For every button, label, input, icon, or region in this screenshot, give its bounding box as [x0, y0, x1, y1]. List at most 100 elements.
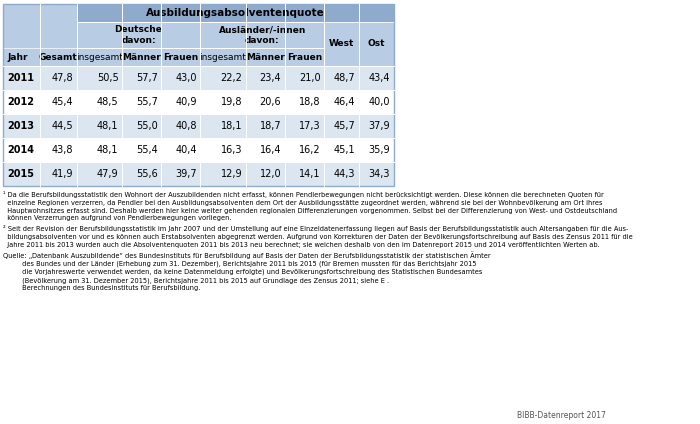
- Bar: [4, 90, 40, 114]
- Text: 40,8: 40,8: [175, 121, 197, 131]
- Bar: [40, 48, 76, 66]
- Text: 55,4: 55,4: [136, 145, 158, 155]
- Text: 48,1: 48,1: [97, 121, 118, 131]
- Bar: [4, 138, 40, 162]
- Text: Ausbildungsabsolventenquote: Ausbildungsabsolventenquote: [146, 8, 325, 18]
- Bar: [40, 4, 76, 66]
- Text: 34,3: 34,3: [369, 169, 390, 179]
- Bar: [76, 22, 200, 48]
- Text: 43,8: 43,8: [52, 145, 74, 155]
- Bar: [285, 90, 324, 114]
- Text: 45,4: 45,4: [52, 97, 74, 107]
- Text: 47,9: 47,9: [97, 169, 118, 179]
- Bar: [161, 138, 200, 162]
- Text: 2013: 2013: [7, 121, 34, 131]
- Bar: [76, 4, 393, 22]
- Bar: [200, 162, 246, 186]
- Text: insgesamt: insgesamt: [76, 53, 122, 61]
- Text: Gesamt: Gesamt: [39, 53, 78, 61]
- Bar: [285, 162, 324, 186]
- Bar: [4, 162, 40, 186]
- Text: 18,1: 18,1: [220, 121, 242, 131]
- Bar: [324, 138, 359, 162]
- Bar: [246, 162, 285, 186]
- Text: 37,9: 37,9: [369, 121, 390, 131]
- Bar: [40, 66, 76, 90]
- Text: Männer: Männer: [246, 53, 285, 61]
- Text: Männer: Männer: [122, 53, 161, 61]
- Bar: [4, 4, 40, 66]
- Bar: [324, 162, 359, 186]
- Text: 40,4: 40,4: [175, 145, 197, 155]
- Bar: [200, 22, 324, 48]
- Bar: [76, 66, 122, 90]
- Bar: [285, 114, 324, 138]
- Bar: [324, 66, 359, 90]
- Bar: [40, 138, 76, 162]
- Bar: [76, 48, 122, 66]
- Text: Jahr: Jahr: [7, 53, 27, 61]
- Bar: [122, 114, 161, 138]
- Text: Frauen: Frauen: [287, 53, 322, 61]
- Bar: [122, 66, 161, 90]
- Text: 55,6: 55,6: [136, 169, 158, 179]
- Text: 45,7: 45,7: [334, 121, 356, 131]
- Bar: [246, 90, 285, 114]
- Text: BIBB-Datenreport 2017: BIBB-Datenreport 2017: [517, 411, 606, 420]
- Text: Deutsche
davon:: Deutsche davon:: [115, 25, 162, 45]
- Text: 44,5: 44,5: [52, 121, 74, 131]
- Bar: [200, 90, 246, 114]
- Bar: [359, 90, 393, 114]
- Text: 12,0: 12,0: [260, 169, 281, 179]
- Bar: [122, 138, 161, 162]
- Text: West: West: [329, 39, 354, 48]
- Text: 50,5: 50,5: [97, 73, 118, 83]
- Text: 39,7: 39,7: [175, 169, 197, 179]
- Bar: [161, 66, 200, 90]
- Text: 16,4: 16,4: [260, 145, 281, 155]
- Text: 16,3: 16,3: [220, 145, 242, 155]
- Text: 47,8: 47,8: [52, 73, 74, 83]
- Bar: [285, 48, 324, 66]
- Bar: [200, 114, 246, 138]
- Text: Quelle: „Datenbank Auszubildende“ des Bundesinstituts für Berufsbildung auf Basi: Quelle: „Datenbank Auszubildende“ des Bu…: [4, 251, 491, 291]
- Text: Frauen: Frauen: [163, 53, 198, 61]
- Bar: [4, 114, 40, 138]
- Bar: [246, 114, 285, 138]
- Text: 48,1: 48,1: [97, 145, 118, 155]
- Bar: [76, 90, 122, 114]
- Bar: [200, 66, 246, 90]
- Bar: [122, 162, 161, 186]
- Text: 48,5: 48,5: [97, 97, 118, 107]
- Bar: [161, 48, 200, 66]
- Text: 2011: 2011: [7, 73, 34, 83]
- Text: 19,8: 19,8: [220, 97, 242, 107]
- Text: 17,3: 17,3: [299, 121, 321, 131]
- Bar: [4, 4, 393, 186]
- Bar: [40, 162, 76, 186]
- Text: Ost: Ost: [368, 39, 385, 48]
- Text: 16,2: 16,2: [299, 145, 321, 155]
- Bar: [76, 162, 122, 186]
- Bar: [246, 48, 285, 66]
- Text: 20,6: 20,6: [260, 97, 281, 107]
- Bar: [40, 114, 76, 138]
- Bar: [4, 48, 40, 66]
- Bar: [76, 138, 122, 162]
- Bar: [359, 162, 393, 186]
- Bar: [359, 114, 393, 138]
- Bar: [285, 66, 324, 90]
- Bar: [40, 90, 76, 114]
- Bar: [359, 138, 393, 162]
- Text: 48,7: 48,7: [334, 73, 356, 83]
- Text: 43,4: 43,4: [369, 73, 390, 83]
- Text: 40,0: 40,0: [369, 97, 390, 107]
- Text: 45,1: 45,1: [334, 145, 356, 155]
- Bar: [76, 114, 122, 138]
- Bar: [161, 162, 200, 186]
- Bar: [324, 90, 359, 114]
- Bar: [285, 138, 324, 162]
- Bar: [324, 114, 359, 138]
- Text: 18,8: 18,8: [299, 97, 321, 107]
- Text: Ausländer/-innen
davon:: Ausländer/-innen davon:: [218, 25, 306, 45]
